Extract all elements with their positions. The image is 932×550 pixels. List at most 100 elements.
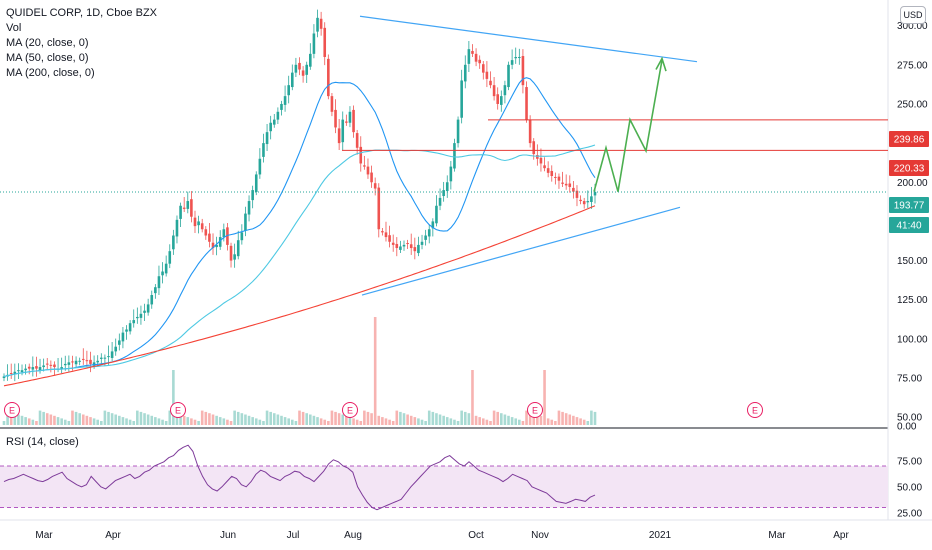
volume-bar	[240, 413, 244, 425]
volume-bar	[175, 413, 179, 425]
volume-bar	[143, 413, 146, 425]
volume-bar	[305, 413, 309, 425]
candle-body	[9, 373, 13, 375]
candle-body	[139, 313, 143, 318]
volume-bar	[413, 417, 417, 425]
volume-bar	[384, 418, 388, 425]
candle-body	[265, 132, 269, 145]
candle-body	[13, 371, 17, 375]
candle-body	[492, 85, 496, 97]
rsi-legend[interactable]: RSI (14, close)	[6, 436, 79, 448]
candle-body	[575, 190, 579, 198]
rsi-axis[interactable]: 75.00 50.00 25.00	[897, 456, 922, 519]
candle-body	[467, 49, 471, 64]
volume-bar	[78, 413, 81, 425]
volume-bar	[478, 417, 481, 425]
volume-bar	[319, 418, 323, 425]
rsi-series	[3, 444, 596, 511]
price-tick-label: 275.00	[897, 60, 928, 71]
candle-body	[67, 362, 71, 365]
candle-body	[215, 244, 218, 248]
volume-bar	[381, 417, 384, 425]
volume-bar	[424, 421, 427, 425]
candle-body	[557, 176, 561, 181]
candle-body	[528, 119, 532, 144]
volume-bar	[45, 413, 49, 425]
volume-bar	[71, 410, 74, 425]
symbol-title[interactable]: QUIDEL CORP, 1D, Cboe BZX	[6, 7, 157, 19]
candle-body	[89, 359, 92, 364]
volume-bar	[269, 411, 272, 425]
volume-bar	[254, 418, 258, 425]
volume-bar	[290, 419, 294, 425]
earnings-marker-icon	[170, 402, 186, 418]
candle-body	[208, 233, 211, 242]
candle-body	[99, 357, 103, 359]
legend-ma200[interactable]: MA (200, close, 0)	[6, 67, 95, 79]
candle-body	[323, 27, 327, 57]
volume-bar	[481, 418, 485, 425]
candle-body	[521, 56, 525, 86]
volume-bar	[96, 419, 99, 425]
candle-body	[510, 60, 514, 65]
volume-bar	[370, 413, 373, 425]
volume-bar	[157, 418, 161, 425]
candle-body	[179, 205, 182, 219]
candle-body	[568, 183, 572, 187]
candle-body	[298, 62, 301, 70]
candle-body	[121, 332, 125, 342]
volume-bar	[463, 411, 467, 425]
rsi-line	[3, 444, 596, 511]
candle-body	[478, 59, 481, 64]
legend-vol[interactable]: Vol	[6, 22, 22, 34]
legend-ma20[interactable]: MA (20, close, 0)	[6, 37, 89, 49]
candle-body	[449, 166, 453, 182]
volume-bar	[359, 421, 363, 425]
user-drawings[interactable]	[0, 15, 888, 296]
price-tag-label: 41:40	[896, 221, 921, 232]
time-axis[interactable]: Mar Apr Jun Jul Aug Oct Nov 2021 Mar Apr	[35, 530, 849, 541]
candle-body	[63, 363, 67, 366]
candle-body	[485, 71, 489, 79]
candle-body	[157, 276, 161, 289]
price-tick-label: 100.00	[897, 334, 928, 345]
candle-body	[128, 323, 132, 332]
candle-body	[593, 192, 597, 196]
candle-body	[337, 128, 341, 144]
volume-bar	[309, 414, 312, 425]
earnings-marker-label: E	[347, 406, 353, 416]
volume-bar	[355, 419, 359, 425]
candle-body	[391, 242, 395, 245]
candle-body	[445, 182, 449, 192]
candle-body	[132, 320, 136, 324]
earnings-marker-icon	[527, 402, 543, 418]
volume-bar	[85, 415, 89, 425]
candle-body	[60, 367, 63, 369]
candle-body	[427, 229, 431, 237]
candle-body	[42, 365, 45, 368]
volume-bar	[402, 413, 406, 425]
candle-body	[471, 51, 474, 54]
volume-bar	[31, 419, 35, 425]
volume-bar	[251, 417, 254, 425]
volume-bar	[536, 414, 539, 425]
candle-body	[38, 367, 42, 371]
candle-body	[114, 346, 118, 352]
rsi-tick-label: 75.00	[897, 456, 922, 467]
legend-ma50[interactable]: MA (50, close, 0)	[6, 52, 89, 64]
candle-body	[431, 221, 435, 229]
time-tick-label: Mar	[35, 530, 53, 541]
candle-body	[309, 53, 312, 67]
volume-bar	[323, 419, 327, 425]
projection-path	[593, 59, 663, 192]
candle-body	[118, 340, 121, 345]
volume-bar	[35, 421, 38, 425]
candle-body	[143, 310, 146, 313]
candle-body	[345, 121, 348, 123]
price-tick-label: 200.00	[897, 178, 928, 189]
volume-bar	[417, 418, 420, 425]
volume-bar	[103, 410, 107, 425]
currency-button[interactable]: USD	[900, 6, 926, 24]
